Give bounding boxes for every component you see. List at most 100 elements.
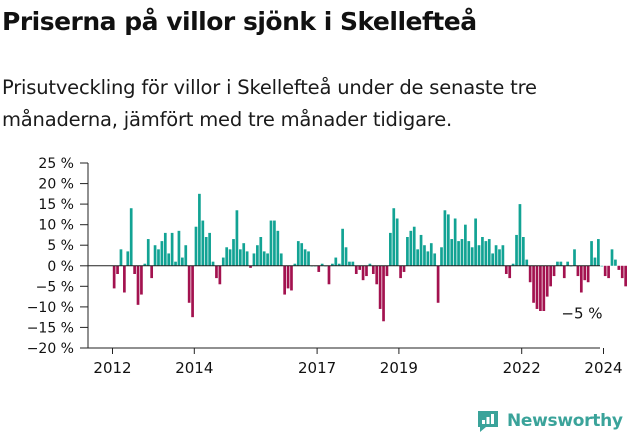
bar [624,265,627,287]
bar [331,263,334,266]
bar [491,253,495,266]
bar [269,220,273,266]
bar [412,226,416,266]
bar [286,265,290,289]
bar [143,263,147,266]
bar [515,234,518,266]
bar [549,265,552,287]
bar [559,261,563,266]
bar [191,265,194,318]
bar [539,265,542,311]
bar [576,265,580,277]
bar [129,208,133,266]
bar [419,234,423,266]
bar [446,214,450,266]
bar [487,239,491,266]
bar [266,253,269,266]
bar [545,265,549,297]
y-tick-label: 0 % [47,259,74,275]
bar [368,263,372,266]
bar [457,241,460,266]
chart-subtitle: Prisutveckling för villor i Skellefteå u… [2,76,537,131]
bar [341,228,344,266]
bar [453,218,457,266]
y-tick-label: −10 % [27,300,74,316]
y-tick-label: 5 % [47,238,74,254]
bar [392,208,396,266]
bar [290,265,293,291]
bar [344,247,348,266]
bar [590,241,593,266]
bar [116,265,119,274]
bar [123,265,126,293]
bar [532,265,535,303]
x-tick-label: 2024 [584,359,622,377]
bar [245,251,249,266]
bar [354,265,358,274]
bar [525,259,529,266]
last-value-label: −5 % [561,304,602,322]
bar [382,265,385,322]
newsworthy-logo-icon [478,411,498,432]
bar [504,265,508,274]
bar [423,245,426,266]
bar [378,265,382,309]
bar [146,239,150,266]
bar [334,257,338,266]
bar [303,249,307,266]
bar [221,257,225,266]
bar [358,265,362,270]
bar [293,263,297,266]
bar [542,265,546,311]
bar [528,265,532,283]
bar [610,249,614,266]
bar [112,265,116,289]
y-tick-label: 10 % [38,218,74,234]
y-tick-label: −5 % [36,279,74,295]
x-tick-label: 2022 [503,359,541,377]
bar [600,265,604,267]
bar [402,265,406,272]
bar [620,265,624,279]
bar [184,245,188,266]
x-tick-label: 2017 [298,359,336,377]
bar [204,237,208,266]
bar [586,265,590,283]
bar [522,237,525,266]
bar [351,261,355,266]
bar-series [112,193,627,322]
bar [501,245,505,266]
bar [477,245,481,266]
bar [562,265,566,279]
bar [160,241,164,266]
bar [614,259,617,266]
bar [194,226,198,266]
bar [556,261,559,266]
bar [597,239,600,266]
bar [276,230,280,266]
y-tick-label: 25 % [38,156,74,172]
bar [371,265,375,274]
bar [133,265,136,274]
bar [296,241,300,266]
bar [174,261,177,266]
bar [426,251,430,266]
x-tick-label: 2012 [93,359,131,377]
bar [150,265,154,279]
bar [470,247,474,266]
bar [228,249,232,266]
bar [157,249,160,266]
bar [484,241,488,266]
bar [494,245,498,266]
bar [163,232,167,266]
y-tick-label: −20 % [27,341,74,357]
bar [593,257,597,266]
bar [337,263,341,266]
bar [450,239,454,266]
bar [273,220,276,266]
bar [365,265,368,277]
bar [552,265,556,277]
bar [252,253,256,266]
bar [170,232,174,266]
bar [416,249,419,266]
